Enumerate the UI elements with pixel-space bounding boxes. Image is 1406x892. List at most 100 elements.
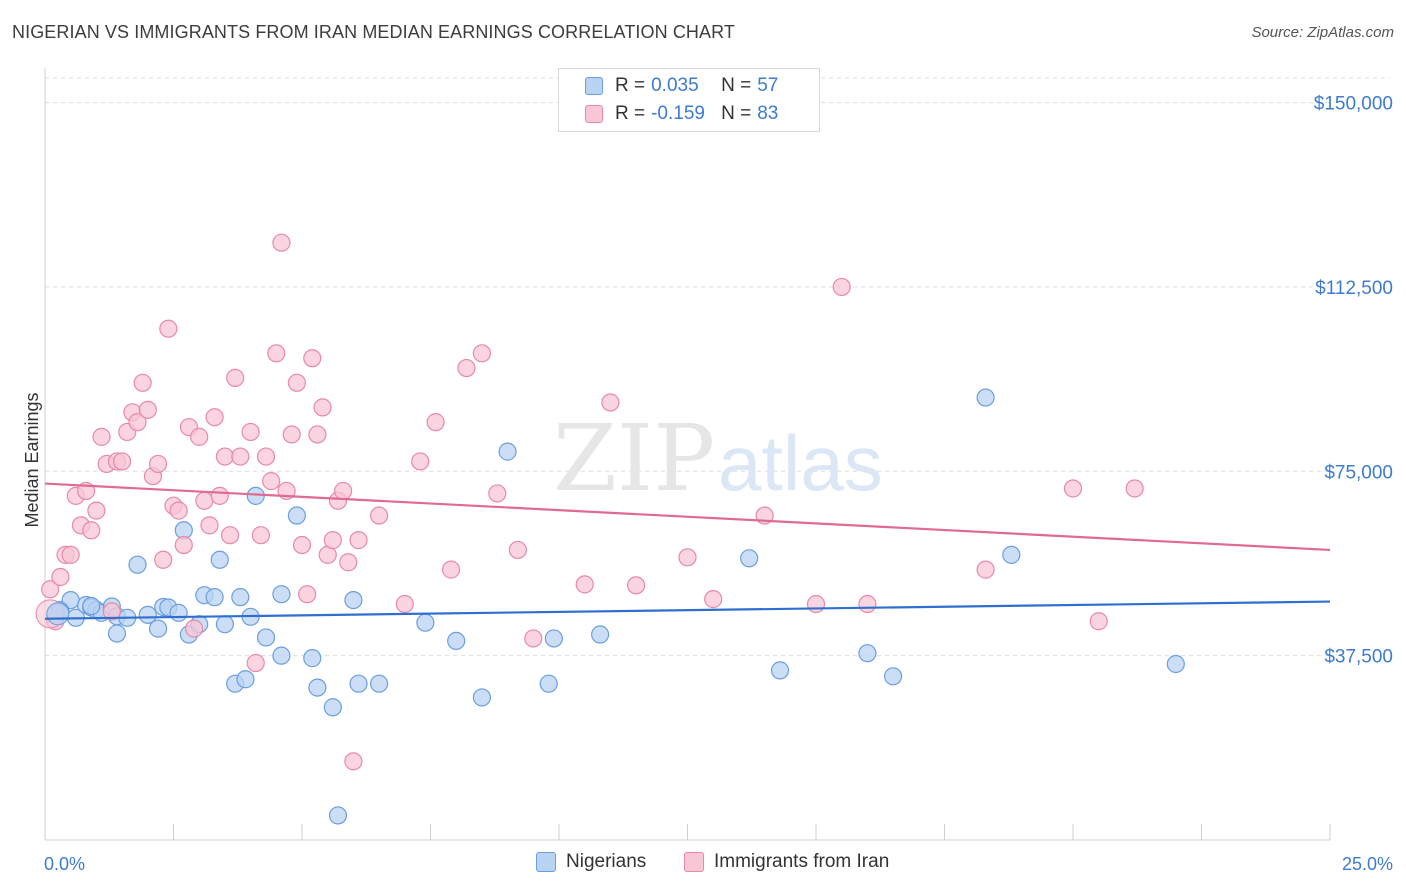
chart-title: NIGERIAN VS IMMIGRANTS FROM IRAN MEDIAN …: [12, 22, 735, 42]
point-iran: [976, 560, 995, 579]
point-iran: [524, 629, 543, 648]
point-iran: [51, 567, 70, 587]
point-nigerian: [498, 442, 517, 461]
point-nigerian: [349, 674, 368, 693]
point-iran: [626, 576, 646, 595]
point-iran: [575, 575, 594, 594]
point-iran: [220, 526, 240, 545]
legend-swatch-blue: [536, 852, 556, 872]
point-iran: [704, 590, 723, 609]
legend-row-iran: R = -0.159 N = 83: [585, 101, 778, 127]
point-iran: [858, 594, 877, 614]
point-iran: [457, 358, 476, 378]
correlation-legend: R = 0.035 N = 57 R = -0.159 N = 83: [558, 68, 820, 132]
point-iran: [262, 472, 281, 491]
point-iran: [370, 506, 389, 525]
point-iran: [226, 368, 245, 387]
y-axis-title: Median Earnings: [22, 392, 42, 527]
point-iran: [205, 408, 224, 427]
x-tick-label: 25.0%: [1342, 854, 1393, 874]
point-nigerian: [128, 555, 147, 574]
point-iran: [313, 398, 332, 417]
legend-swatch-pink: [684, 852, 704, 872]
point-nigerian: [272, 646, 291, 665]
watermark-zip: ZIP: [553, 405, 715, 512]
point-nigerian: [272, 585, 291, 604]
point-nigerian: [323, 698, 342, 717]
point-iran: [128, 413, 147, 432]
point-iran: [308, 425, 327, 444]
point-iran: [349, 531, 368, 550]
point-iran: [508, 540, 527, 560]
point-iran: [488, 484, 507, 503]
point-iran: [200, 516, 219, 535]
point-iran: [215, 447, 234, 466]
legend-swatch-pink: [585, 105, 603, 123]
point-iran: [426, 413, 445, 432]
point-nigerian: [591, 625, 610, 644]
point-nigerian: [740, 549, 759, 568]
point-nigerian: [883, 667, 903, 686]
point-iran: [195, 491, 214, 510]
legend-row-nigerians: R = 0.035 N = 57: [585, 73, 778, 99]
point-iran: [806, 594, 826, 614]
y-tick-label: $37,500: [1324, 647, 1393, 668]
point-iran: [251, 526, 270, 545]
point-iran: [282, 425, 301, 444]
point-iran: [832, 277, 851, 297]
legend-n-key: N =: [721, 75, 752, 96]
point-iran: [287, 373, 306, 392]
point-nigerian: [205, 588, 224, 607]
point-nigerian: [210, 550, 229, 569]
point-iran: [174, 535, 193, 555]
legend-item-nigerians[interactable]: Nigerians: [536, 851, 646, 873]
legend-swatch-blue: [585, 77, 603, 95]
point-iran: [133, 373, 152, 392]
point-iran: [303, 349, 322, 368]
legend-r-value: -0.159: [651, 103, 705, 124]
point-nigerian: [539, 674, 558, 693]
point-nigerian: [256, 628, 276, 647]
point-nigerian: [472, 688, 491, 707]
y-tick-label: $150,000: [1314, 94, 1393, 115]
point-nigerian: [148, 619, 168, 638]
source-label: Source: ZipAtlas.com: [1251, 24, 1394, 41]
point-iran: [395, 594, 414, 614]
point-nigerian: [370, 674, 389, 693]
point-nigerian: [447, 631, 466, 650]
point-iran: [231, 447, 250, 466]
legend-n-key: N =: [721, 103, 752, 124]
point-nigerian-cluster: [46, 602, 70, 626]
point-iran: [102, 602, 121, 621]
point-nigerian: [858, 644, 877, 663]
y-tick-label: $112,500: [1315, 278, 1393, 299]
point-iran: [678, 548, 697, 567]
point-iran: [210, 486, 229, 505]
legend-item-iran[interactable]: Immigrants from Iran: [684, 851, 889, 873]
point-iran: [601, 393, 620, 412]
point-iran: [272, 233, 291, 252]
point-iran: [138, 400, 157, 419]
point-nigerian: [770, 661, 790, 680]
point-iran: [411, 452, 430, 471]
point-iran: [112, 452, 132, 471]
point-iran: [298, 585, 317, 604]
point-iran: [339, 553, 358, 572]
point-iran: [267, 344, 286, 363]
point-iran: [92, 427, 111, 446]
point-nigerian: [976, 388, 995, 407]
point-iran: [82, 521, 101, 540]
point-iran: [148, 454, 168, 474]
point-iran: [256, 447, 276, 466]
point-nigerian: [328, 806, 348, 825]
point-iran: [241, 422, 260, 442]
legend-n-value: 57: [757, 75, 779, 96]
legend-n-value: 83: [757, 103, 779, 124]
point-nigerian: [1166, 654, 1185, 674]
point-nigerian: [138, 605, 157, 624]
legend-r-value: 0.035: [651, 75, 699, 96]
legend-label-iran: Immigrants from Iran: [714, 851, 890, 872]
point-nigerian: [303, 649, 322, 668]
point-iran: [1063, 479, 1083, 498]
